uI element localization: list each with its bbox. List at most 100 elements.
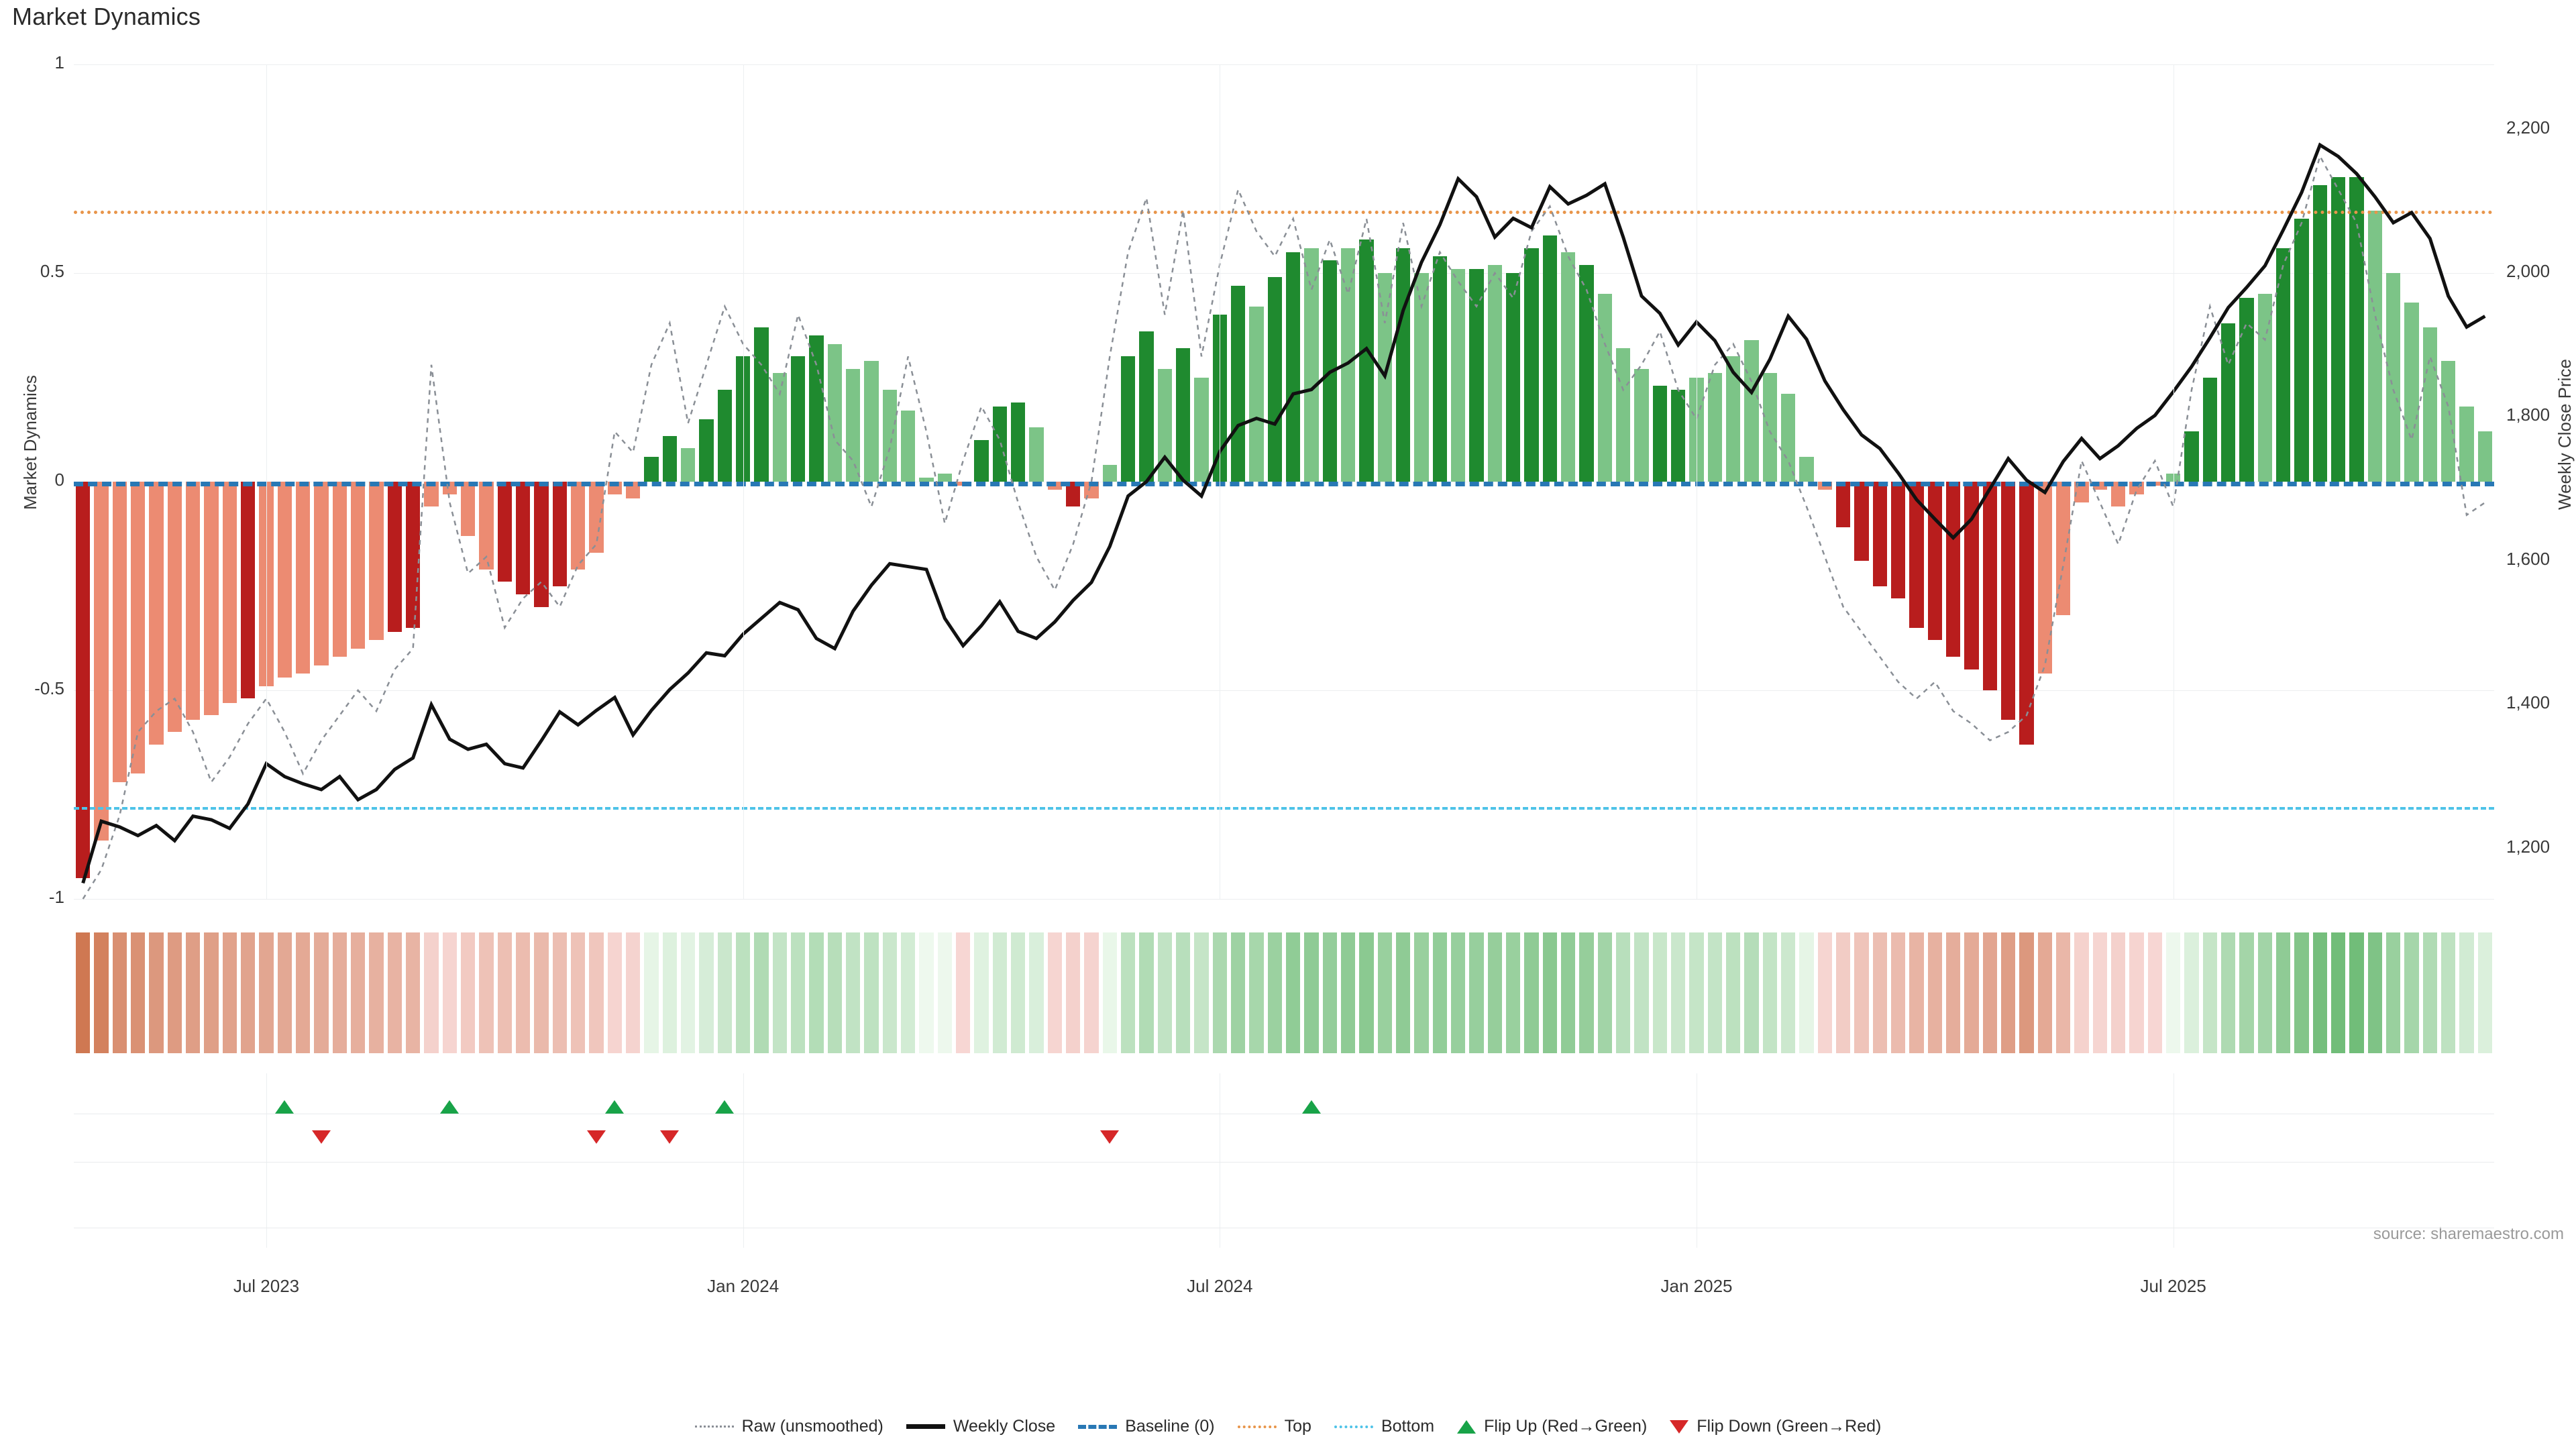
legend-swatch-icon xyxy=(1237,1425,1277,1428)
bar xyxy=(1066,482,1081,507)
bar xyxy=(1909,482,1924,628)
bar xyxy=(2367,210,2382,482)
bar xyxy=(1469,268,1484,482)
bar xyxy=(1194,377,1209,482)
regime-cell xyxy=(626,932,641,1053)
bar xyxy=(2441,360,2456,482)
legend-item-5[interactable]: Flip Up (Red→Green) xyxy=(1457,1417,1647,1436)
regime-cell xyxy=(662,932,677,1053)
y-tick-left: 0 xyxy=(54,470,64,490)
regime-cell xyxy=(1121,932,1136,1053)
y-tick-right: 1,800 xyxy=(2506,405,2551,425)
bar xyxy=(1982,482,1997,690)
top-reference-line xyxy=(74,210,2494,214)
bar xyxy=(2257,294,2272,482)
x-tick-label: Jan 2025 xyxy=(1660,1276,1733,1296)
regime-cell xyxy=(1432,932,1447,1053)
legend-item-4[interactable]: Bottom xyxy=(1334,1417,1434,1436)
flip-up-icon xyxy=(1457,1419,1477,1434)
bar xyxy=(2331,176,2346,482)
regime-cell xyxy=(2166,932,2181,1053)
bar xyxy=(2111,482,2126,507)
regime-cell xyxy=(406,932,421,1053)
legend-item-1[interactable]: Weekly Close xyxy=(906,1417,1055,1436)
regime-cell xyxy=(112,932,127,1053)
raw-unsmoothed-line xyxy=(82,154,2486,900)
regime-cell xyxy=(424,932,439,1053)
regime-cell xyxy=(1616,932,1631,1053)
bar xyxy=(1121,356,1136,482)
legend-swatch-icon xyxy=(694,1426,734,1428)
bar xyxy=(296,482,311,674)
bar xyxy=(497,482,512,582)
regime-cell xyxy=(1634,932,1649,1053)
regime-cell xyxy=(846,932,861,1053)
regime-cell xyxy=(1487,932,1502,1053)
flip-up-marker xyxy=(1302,1100,1321,1114)
regime-cell xyxy=(2312,932,2327,1053)
regime-cell xyxy=(2386,932,2401,1053)
bar xyxy=(937,473,952,482)
regime-cell xyxy=(1176,932,1191,1053)
regime-cell xyxy=(864,932,879,1053)
bar xyxy=(571,482,586,570)
y-tick-right: 2,200 xyxy=(2506,117,2551,138)
regime-cell xyxy=(1359,932,1374,1053)
bar xyxy=(1267,277,1282,482)
x-gridline xyxy=(266,64,267,899)
regime-cell xyxy=(2147,932,2162,1053)
bar xyxy=(1964,482,1979,669)
bar xyxy=(1542,235,1557,482)
bar xyxy=(222,482,237,703)
regime-cell xyxy=(1396,932,1411,1053)
y-axis-left-title: Market Dynamics xyxy=(20,375,40,510)
regime-cell xyxy=(149,932,164,1053)
bar xyxy=(1176,347,1191,482)
regime-cell xyxy=(296,932,311,1053)
legend-item-0[interactable]: Raw (unsmoothed) xyxy=(694,1417,883,1436)
legend-item-2[interactable]: Baseline (0) xyxy=(1078,1417,1215,1436)
regime-cell xyxy=(1964,932,1979,1053)
legend-item-3[interactable]: Top xyxy=(1237,1417,1311,1436)
regime-cell xyxy=(2019,932,2034,1053)
bar xyxy=(2074,482,2089,503)
regime-cell xyxy=(2111,932,2126,1053)
regime-cell xyxy=(937,932,952,1053)
bar xyxy=(919,477,934,482)
regime-cell xyxy=(1542,932,1557,1053)
bar xyxy=(167,482,182,733)
regime-cell xyxy=(259,932,274,1053)
legend-label: Flip Up (Red→Green) xyxy=(1484,1417,1648,1436)
regime-cell xyxy=(992,932,1007,1053)
regime-cell xyxy=(1084,932,1099,1053)
regime-cell xyxy=(754,932,769,1053)
y-tick-right: 1,200 xyxy=(2506,836,2551,857)
regime-cell xyxy=(607,932,622,1053)
regime-cell xyxy=(736,932,751,1053)
bar xyxy=(332,482,347,657)
y-tick-right: 2,000 xyxy=(2506,261,2551,281)
regime-cell xyxy=(1047,932,1062,1053)
regime-cell xyxy=(809,932,824,1053)
regime-cell xyxy=(1982,932,1997,1053)
bar xyxy=(94,482,109,841)
regime-cell xyxy=(2074,932,2089,1053)
bar xyxy=(1029,427,1044,482)
regime-cell xyxy=(1414,932,1429,1053)
regime-cell xyxy=(772,932,787,1053)
bar xyxy=(864,360,879,482)
regime-cell xyxy=(1157,932,1172,1053)
regime-cell xyxy=(479,932,494,1053)
regime-cell xyxy=(1231,932,1246,1053)
x-tick-label: Jul 2024 xyxy=(1187,1276,1253,1296)
baseline-reference-line xyxy=(74,482,2494,486)
legend-item-6[interactable]: Flip Down (Green→Red) xyxy=(1670,1417,1881,1436)
regime-cell xyxy=(1744,932,1759,1053)
regime-cell xyxy=(387,932,402,1053)
y-tick-left: 1 xyxy=(54,52,64,72)
regime-cell xyxy=(2422,932,2437,1053)
regime-cell xyxy=(1836,932,1851,1053)
regime-cell xyxy=(1707,932,1722,1053)
regime-cell xyxy=(2294,932,2309,1053)
bar xyxy=(2459,407,2474,482)
